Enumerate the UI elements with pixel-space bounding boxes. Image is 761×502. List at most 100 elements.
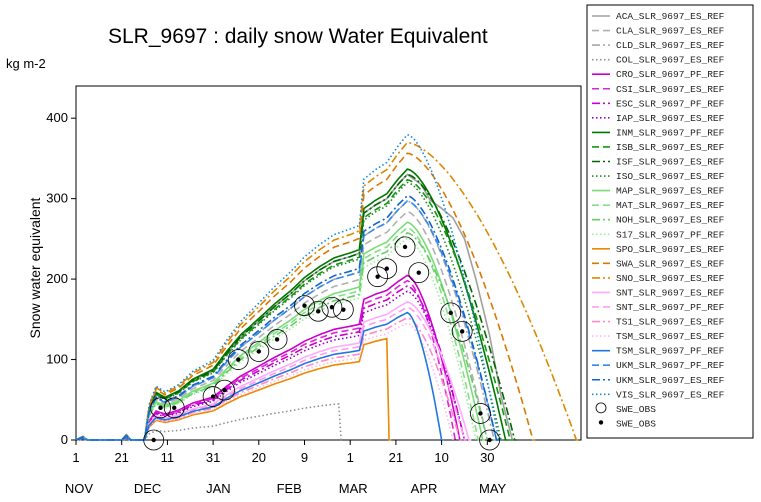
- obs-circle: [150, 397, 171, 419]
- y-tick-label: 100: [46, 352, 68, 367]
- x-tick-label: 11: [161, 450, 175, 465]
- legend-label: TSM_SLR_9697_PF_REF: [616, 346, 725, 357]
- x-tick-label: 21: [389, 450, 403, 465]
- obs-point: [487, 437, 492, 443]
- obs-point: [416, 270, 421, 275]
- legend-label: MAT_SLR_9697_ES_REF: [616, 200, 725, 211]
- legend-label: CLA_SLR_9697_ES_REF: [616, 26, 725, 37]
- obs-point: [236, 357, 241, 362]
- x-tick-label: 21: [114, 450, 128, 465]
- obs-point: [478, 411, 483, 416]
- y-axis: 0 100 200 300 400: [46, 110, 76, 447]
- obs-circle: [321, 296, 343, 318]
- obs-circle: [394, 236, 416, 258]
- y-tick-label: 400: [46, 110, 68, 125]
- series-line: [75, 133, 501, 441]
- legend-obs-dot-symbol: [598, 420, 604, 425]
- y-tick-label: 200: [46, 271, 68, 286]
- legend: ACA_SLR_9697_ES_REF CLA_SLR_9697_ES_REF CL…: [586, 4, 754, 439]
- legend-label: NOH_SLR_9697_ES_REF: [616, 215, 725, 226]
- legend-label: IAP_SLR_9697_ES_REF: [616, 113, 725, 124]
- obs-circle: [294, 295, 315, 317]
- legend-label: CLD_SLR_9697_ES_REF: [616, 40, 725, 51]
- x-tick-label: 1: [347, 450, 354, 465]
- legend-label: INM_SLR_9697_PF_REF: [616, 127, 725, 138]
- legend-label: SNT_SLR_9697_ES_REF: [616, 287, 725, 298]
- series-layer: [75, 133, 579, 441]
- obs-circle: [451, 320, 473, 342]
- x-tick-label: 9: [301, 450, 308, 465]
- obs-circle: [440, 302, 462, 324]
- obs-point: [274, 337, 280, 342]
- legend-label: ISF_SLR_9697_ES_REF: [616, 157, 725, 168]
- x-tick-label: 10: [434, 450, 448, 465]
- legend-box: [586, 4, 754, 439]
- legend-label: CRO_SLR_9697_PF_REF: [616, 69, 725, 80]
- x-tick-label: 1: [72, 450, 79, 465]
- legend-label: MAP_SLR_9697_ES_REF: [616, 186, 725, 197]
- legend-label: ESC_SLR_9697_PF_REF: [616, 98, 725, 109]
- legend-label: VIS_SLR_9697_ES_REF: [616, 389, 725, 400]
- obs-point: [256, 349, 262, 354]
- legend-obs-label: SWE_OBS: [616, 404, 656, 415]
- x-tick-label: 30: [480, 450, 494, 465]
- series-line: [75, 152, 536, 441]
- obs-circle: [332, 299, 354, 321]
- month-label: APR: [411, 481, 438, 496]
- obs-circle: [163, 397, 185, 419]
- series-line: [75, 210, 490, 441]
- obs-circle: [408, 262, 430, 284]
- obs-circle: [202, 386, 224, 407]
- chart-title: SLR_9697 : daily snow Water Equivalent: [108, 25, 488, 48]
- legend-label: ISO_SLR_9697_ES_REF: [616, 171, 725, 182]
- legend-label: ACA_SLR_9697_ES_REF: [616, 11, 725, 22]
- plot-frame: [75, 85, 582, 441]
- month-label: MAY: [479, 481, 507, 496]
- month-label: FEB: [277, 481, 302, 496]
- obs-circle: [470, 403, 491, 424]
- series-line: [75, 173, 517, 441]
- obs-circle: [367, 266, 389, 288]
- legend-label: UKM_SLR_9697_ES_REF: [616, 375, 725, 386]
- obs-circle: [214, 379, 235, 401]
- series-line: [75, 279, 458, 441]
- x-tick-label: 20: [252, 450, 266, 465]
- obs-point: [402, 244, 408, 250]
- obs-point: [316, 309, 321, 314]
- x-tick-label: 31: [206, 450, 220, 465]
- obs-point: [210, 394, 216, 399]
- legend-label: TSM_SLR_9697_ES_REF: [616, 331, 725, 342]
- obs-circle: [266, 329, 288, 350]
- series-line: [75, 141, 579, 441]
- month-label: MAR: [339, 481, 368, 496]
- month-label: DEC: [134, 481, 161, 496]
- obs-circle: [307, 300, 329, 322]
- legend-label: SNO_SLR_9697_ES_REF: [616, 273, 725, 284]
- legend-label: S17_SLR_9697_PF_REF: [616, 229, 725, 240]
- legend-label: UKM_SLR_9697_PF_REF: [616, 360, 725, 371]
- y-unit-label: kg m-2: [6, 56, 46, 71]
- obs-point: [384, 266, 389, 271]
- obs-circle: [227, 349, 249, 370]
- obs-circle: [143, 429, 165, 451]
- month-label: NOV: [65, 481, 94, 496]
- obs-point: [151, 437, 156, 443]
- legend-label: SPO_SLR_9697_ES_REF: [616, 244, 725, 255]
- month-label: JAN: [206, 481, 231, 496]
- legend-label: SNT_SLR_9697_PF_REF: [616, 302, 725, 313]
- x-axis: 1 21 11 31 20 9 1 21 10 30 NOV DEC JAN FEB MAR APR MAY: [65, 440, 507, 496]
- legend-label: TS1_SLR_9697_ES_REF: [616, 317, 725, 328]
- legend-label: COL_SLR_9697_ES_REF: [616, 55, 725, 66]
- obs-point: [172, 405, 177, 411]
- obs-point: [158, 405, 163, 411]
- legend-label: SWA_SLR_9697_ES_REF: [616, 258, 725, 269]
- y-tick-label: 300: [46, 191, 68, 206]
- obs-point: [341, 307, 346, 312]
- legend-obs-circle-symbol: [595, 402, 607, 414]
- series-line: [75, 181, 504, 441]
- obs-circle: [248, 341, 270, 362]
- y-axis-label: Snow water equivalent: [27, 197, 43, 338]
- obs-point: [329, 305, 335, 310]
- obs-point: [375, 274, 380, 279]
